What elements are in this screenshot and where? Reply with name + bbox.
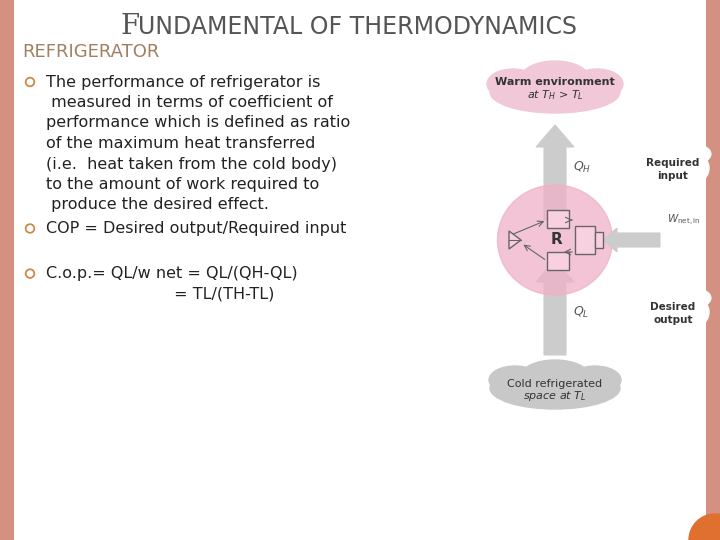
Text: $W_\mathrm{net,in}$: $W_\mathrm{net,in}$ [667,212,701,227]
Ellipse shape [489,366,541,394]
Text: $Q_L$: $Q_L$ [573,305,589,320]
Text: at $T_H$ > $T_L$: at $T_H$ > $T_L$ [526,88,583,102]
Text: = TL/(TH-TL): = TL/(TH-TL) [46,287,274,302]
Text: UNDAMENTAL OF THERMODYNAMICS: UNDAMENTAL OF THERMODYNAMICS [138,15,577,39]
Ellipse shape [683,145,711,163]
Polygon shape [509,231,521,249]
Text: measured in terms of coefficient of: measured in terms of coefficient of [46,95,333,110]
FancyBboxPatch shape [575,226,595,254]
FancyBboxPatch shape [547,252,569,270]
Ellipse shape [637,145,709,191]
Ellipse shape [490,367,620,409]
Text: to the amount of work required to: to the amount of work required to [46,177,319,192]
Text: The performance of refrigerator is: The performance of refrigerator is [46,75,320,90]
Ellipse shape [521,61,589,95]
Bar [706,0,720,540]
Ellipse shape [571,69,623,99]
Ellipse shape [498,185,613,295]
Text: COP = Desired output/Required input: COP = Desired output/Required input [46,221,346,236]
Circle shape [27,226,32,231]
Circle shape [25,224,35,233]
Ellipse shape [683,289,711,307]
Circle shape [27,79,32,85]
Ellipse shape [631,289,659,307]
Text: F: F [120,14,139,40]
FancyBboxPatch shape [547,210,569,228]
Text: produce the desired effect.: produce the desired effect. [46,198,269,213]
Ellipse shape [569,366,621,394]
Text: Required: Required [647,158,700,168]
Ellipse shape [631,145,659,163]
Text: output: output [653,315,693,325]
Text: performance which is defined as ratio: performance which is defined as ratio [46,116,350,131]
Circle shape [27,271,32,276]
Text: of the maximum heat transferred: of the maximum heat transferred [46,136,315,151]
Ellipse shape [490,71,620,113]
FancyArrow shape [603,228,660,252]
Ellipse shape [487,69,539,99]
Text: input: input [657,171,688,181]
Text: Desired: Desired [650,302,696,312]
Ellipse shape [637,289,709,335]
Ellipse shape [654,283,692,305]
Ellipse shape [521,360,589,392]
Text: (i.e.  heat taken from the cold body): (i.e. heat taken from the cold body) [46,157,337,172]
Text: Cold refrigerated: Cold refrigerated [508,379,603,389]
Bar [0,0,14,540]
FancyArrow shape [536,260,574,355]
Text: R: R [551,233,563,247]
Text: space at $T_L$: space at $T_L$ [523,389,587,403]
FancyBboxPatch shape [595,232,603,248]
Text: $Q_H$: $Q_H$ [573,160,591,175]
Text: Warm environment: Warm environment [495,77,615,87]
Circle shape [25,78,35,86]
Text: REFRIGERATOR: REFRIGERATOR [22,43,159,61]
FancyArrow shape [536,125,574,220]
Ellipse shape [689,514,720,540]
Ellipse shape [654,139,692,161]
Circle shape [25,269,35,278]
Text: C.o.p.= QL/w net = QL/(QH-QL): C.o.p.= QL/w net = QL/(QH-QL) [46,266,297,281]
